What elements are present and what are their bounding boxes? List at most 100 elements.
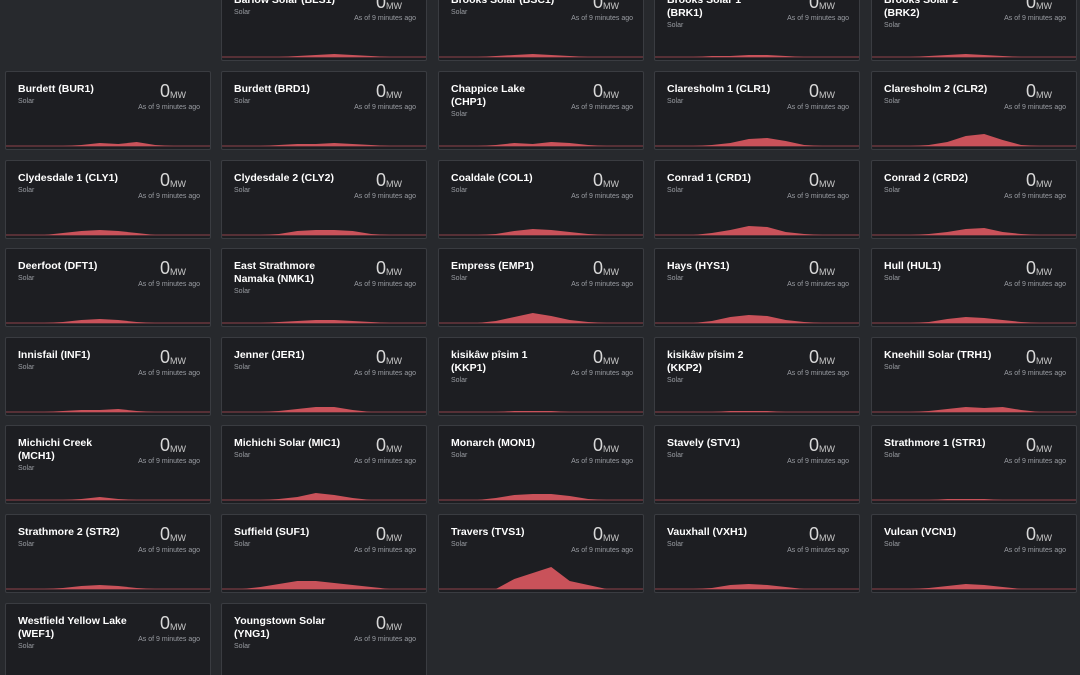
station-card[interactable]: Brooks Solar 2 (BRK2) Solar 0 MW As of 9 min… — [871, 0, 1077, 62]
sparkline-area — [26, 142, 192, 146]
output-unit: MW — [386, 621, 402, 632]
station-card[interactable]: Empress (EMP1) Solar 0 MW As of 9 minutes ag… — [438, 248, 644, 328]
sparkline — [655, 410, 859, 413]
station-card[interactable]: Clydesdale 2 (CLY2) Solar 0 MW As of 9 minut… — [221, 159, 427, 239]
station-card[interactable]: Westfield Yellow Lake (WEF1) Solar 0 MW As o… — [5, 602, 211, 675]
updated-time: As of 9 minutes ago — [1004, 458, 1066, 466]
station-type: Solar — [18, 642, 35, 650]
sparkline-area — [892, 499, 1058, 501]
station-card[interactable]: East Strathmore Namaka (NMK1) Solar 0 MW As … — [221, 248, 427, 328]
station-name: East Strathmore Namaka (NMK1) — [234, 260, 316, 286]
station-card[interactable]: Michichi Solar (MIC1) Solar 0 MW As of 9 min… — [221, 425, 427, 505]
updated-time: As of 9 minutes ago — [1004, 281, 1066, 289]
station-card[interactable]: Deerfoot (DFT1) Solar 0 MW As of 9 minutes a… — [5, 248, 211, 328]
station-name: Hull (HUL1) — [884, 260, 942, 273]
station-type: Solar — [18, 541, 35, 548]
station-card[interactable]: Youngstown Solar (YNG1) Solar 0 MW As of 9 m… — [221, 602, 427, 675]
output-value: 0 — [808, 81, 819, 101]
sparkline-area — [26, 585, 192, 589]
station-card[interactable]: Hull (HUL1) Solar 0 MW As of 9 minutes ago — [871, 248, 1077, 328]
sparkline — [6, 319, 210, 324]
output-value: 0 — [808, 0, 819, 13]
station-card[interactable]: kisikâw pîsim 1 (KKP1) Solar 0 MW As of 9 mi… — [438, 336, 644, 416]
sparkline — [439, 142, 643, 147]
sparkline-area — [892, 134, 1058, 146]
output-value: 0 — [159, 169, 170, 190]
station-type: Solar — [667, 98, 684, 105]
output-unit: MW — [170, 444, 186, 455]
updated-time: As of 9 minutes ago — [1004, 547, 1066, 554]
updated-time: As of 9 minutes ago — [138, 458, 200, 466]
station-name: Michichi Solar (MIC1) — [234, 437, 341, 450]
updated-time: As of 9 minutes ago — [1004, 192, 1066, 200]
station-type: Solar — [884, 98, 901, 105]
sparkline — [872, 584, 1076, 590]
station-card[interactable]: Strathmore 1 (STR1) Solar 0 MW As of 9 minut… — [871, 425, 1077, 505]
station-card[interactable]: Stavely (STV1) Solar 0 MW As of 9 minutes ag… — [654, 425, 860, 505]
station-type: Solar — [451, 452, 468, 460]
updated-time: As of 9 minutes ago — [787, 281, 849, 289]
station-card[interactable]: Clydesdale 1 (CLY1) Solar 0 MW As of 9 minut… — [5, 159, 211, 239]
station-card[interactable]: Suffield (SUF1) Solar 0 MW As of 9 minutes a… — [221, 514, 427, 593]
station-card[interactable]: Vulcan (VCN1) Solar 0 MW As of 9 minutes ago — [871, 514, 1077, 593]
station-card[interactable]: Kneehill Solar (TRH1) Solar 0 MW As of 9 min… — [871, 336, 1077, 416]
updated-time: As of 9 minutes ago — [787, 15, 849, 23]
updated-time: As of 9 minutes ago — [354, 635, 416, 643]
station-name: kisikâw pîsim 2 (KKP2) — [667, 348, 744, 374]
station-card[interactable]: Brooks Solar 1 (BRK1) Solar 0 MW As of 9 min… — [654, 0, 860, 62]
station-card[interactable]: kisikâw pîsim 2 (KKP2) Solar 0 MW As of 9 mi… — [654, 336, 860, 416]
station-type: Solar — [667, 541, 684, 548]
sparkline-area — [459, 494, 625, 501]
output-unit: MW — [819, 533, 835, 543]
output-unit: MW — [170, 267, 186, 278]
station-card[interactable]: Chappice Lake (CHP1) Solar 0 MW As of 9 minu… — [438, 71, 644, 150]
station-card[interactable]: Hays (HYS1) Solar 0 MW As of 9 minutes ago — [654, 248, 860, 328]
station-card[interactable]: Barlow Solar (BLS1) Solar 0 MW As of 9 minut… — [221, 0, 427, 62]
station-name: Westfield Yellow Lake (WEF1) — [18, 614, 127, 640]
output-value: 0 — [592, 435, 603, 456]
updated-time: As of 9 minutes ago — [354, 104, 416, 111]
station-name: Suffield (SUF1) — [234, 526, 310, 538]
station-card[interactable]: Strathmore 2 (STR2) Solar 0 MW As of 9 minut… — [5, 514, 211, 593]
station-card[interactable]: Coaldale (COL1) Solar 0 MW As of 9 minutes a… — [438, 159, 644, 239]
station-card[interactable]: Brooks Solar (BSC1) Solar 0 MW As of 9 minut… — [438, 0, 644, 62]
sparkline-area — [26, 319, 192, 324]
station-card[interactable]: Conrad 1 (CRD1) Solar 0 MW As of 9 minutes a… — [654, 159, 860, 239]
station-card[interactable]: Conrad 2 (CRD2) Solar 0 MW As of 9 minutes a… — [871, 159, 1077, 239]
sparkline — [872, 54, 1076, 58]
station-name: Barlow Solar (BLS1) — [234, 0, 335, 7]
output-value: 0 — [808, 169, 819, 190]
output-unit: MW — [603, 267, 619, 278]
station-card[interactable]: Michichi Creek (MCH1) Solar 0 MW As of 9 min… — [5, 425, 211, 505]
output-unit: MW — [1036, 90, 1052, 100]
sparkline-area — [459, 313, 625, 324]
station-card[interactable]: Travers (TVS1) Solar 0 MW As of 9 minutes ag… — [438, 514, 644, 593]
station-name: Clydesdale 2 (CLY2) — [234, 171, 334, 184]
updated-time: As of 9 minutes ago — [354, 547, 416, 554]
updated-time: As of 9 minutes ago — [571, 104, 633, 111]
station-card[interactable]: Vauxhall (VXH1) Solar 0 MW As of 9 minutes a… — [654, 514, 860, 593]
output-value: 0 — [159, 435, 170, 456]
output-value: 0 — [159, 524, 170, 544]
updated-time: As of 9 minutes ago — [787, 192, 849, 200]
updated-time: As of 9 minutes ago — [354, 369, 416, 377]
station-card[interactable]: Innisfail (INF1) Solar 0 MW As of 9 minutes … — [5, 336, 211, 416]
station-card[interactable]: Claresholm 2 (CLR2) Solar 0 MW As of 9 minut… — [871, 71, 1077, 150]
station-card[interactable]: Claresholm 1 (CLR1) Solar 0 MW As of 9 minut… — [654, 71, 860, 150]
station-name: Chappice Lake (CHP1) — [451, 83, 526, 108]
station-card[interactable]: Jenner (JER1) Solar 0 MW As of 9 minutes ago — [221, 336, 427, 416]
sparkline-area — [892, 227, 1058, 235]
station-card[interactable]: Burdett (BUR1) Solar 0 MW As of 9 minutes ag… — [5, 71, 211, 150]
station-name: Hays (HYS1) — [667, 260, 730, 273]
station-name: Empress (EMP1) — [451, 260, 534, 273]
sparkline-area — [26, 497, 192, 501]
sparkline — [222, 406, 426, 413]
sparkline — [6, 142, 210, 147]
output-value: 0 — [808, 346, 819, 367]
station-card[interactable]: Monarch (MON1) Solar 0 MW As of 9 minutes ag… — [438, 425, 644, 505]
station-card[interactable]: Burdett (BRD1) Solar 0 MW As of 9 minutes ag… — [221, 71, 427, 150]
station-name: Clydesdale 1 (CLY1) — [18, 171, 118, 184]
output-value: 0 — [159, 258, 170, 279]
sparkline-area — [26, 408, 192, 412]
station-type: Solar — [234, 98, 251, 105]
